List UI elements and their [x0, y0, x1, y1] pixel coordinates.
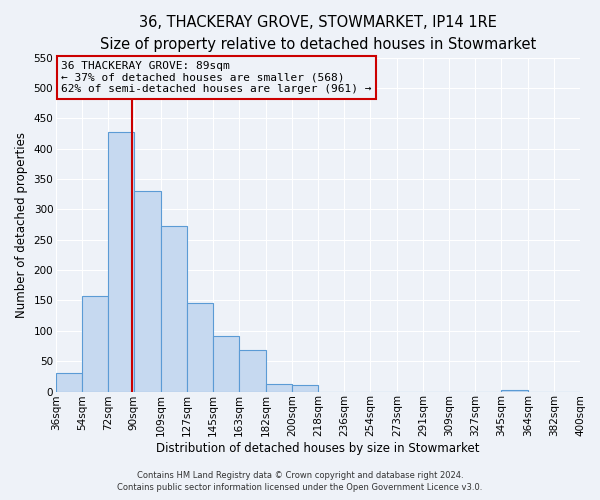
X-axis label: Distribution of detached houses by size in Stowmarket: Distribution of detached houses by size …: [156, 442, 480, 455]
Bar: [266, 384, 292, 392]
Y-axis label: Number of detached properties: Number of detached properties: [15, 132, 28, 318]
Bar: [108, 132, 134, 392]
Text: 36 THACKERAY GROVE: 89sqm
← 37% of detached houses are smaller (568)
62% of semi: 36 THACKERAY GROVE: 89sqm ← 37% of detac…: [61, 61, 372, 94]
Bar: [56, 374, 82, 392]
Bar: [134, 191, 161, 392]
Bar: [239, 350, 266, 392]
Bar: [187, 304, 213, 392]
Text: Contains HM Land Registry data © Crown copyright and database right 2024.
Contai: Contains HM Land Registry data © Crown c…: [118, 471, 482, 492]
Bar: [213, 336, 239, 392]
Title: 36, THACKERAY GROVE, STOWMARKET, IP14 1RE
Size of property relative to detached : 36, THACKERAY GROVE, STOWMARKET, IP14 1R…: [100, 15, 536, 52]
Bar: [82, 296, 108, 392]
Bar: [161, 226, 187, 392]
Bar: [501, 390, 528, 392]
Bar: [292, 386, 318, 392]
